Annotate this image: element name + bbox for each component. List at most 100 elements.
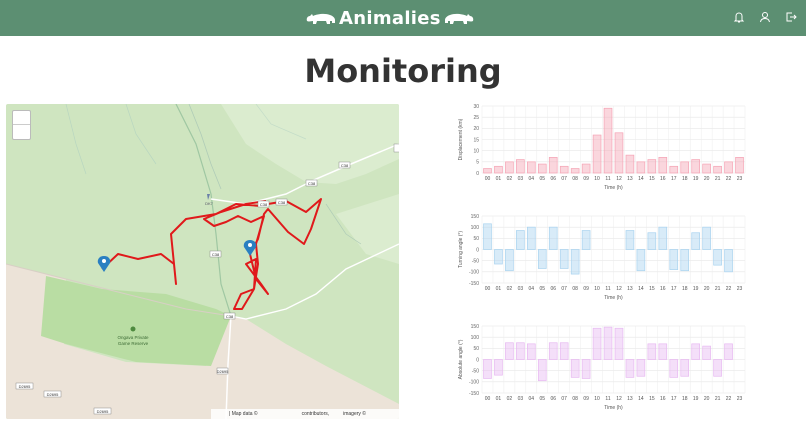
x-tick-label: 22 [726, 286, 732, 292]
x-tick-label: 14 [638, 176, 644, 182]
x-tick-label: 16 [660, 286, 666, 292]
y-tick-label: 0 [476, 171, 479, 177]
logout-icon[interactable] [784, 10, 798, 24]
x-tick-label: 04 [529, 176, 535, 182]
bar [548, 342, 558, 360]
zoom-control [12, 110, 31, 140]
tracking-map[interactable]: C38 C38 C38 C38 C38 C38 D2695 D2695 D269… [6, 104, 399, 419]
x-tick-label: 16 [660, 176, 666, 182]
road-label: D2695 [47, 392, 60, 397]
bar [735, 157, 744, 174]
x-tick-label: 21 [715, 396, 721, 402]
bar [505, 342, 514, 360]
x-tick-label: 12 [616, 396, 622, 402]
bar [713, 359, 722, 377]
rhino-right-icon [444, 13, 474, 24]
bar [625, 230, 635, 250]
end-marker-icon[interactable] [243, 240, 257, 256]
bar [592, 327, 602, 360]
bar [494, 165, 503, 174]
x-tick-label: 03 [518, 396, 524, 402]
road-label: D2695 [19, 384, 32, 389]
bar [570, 249, 580, 275]
bar [527, 161, 536, 174]
bar [680, 249, 690, 272]
x-tick-label: 20 [704, 286, 710, 292]
x-tick-label: 21 [715, 176, 721, 182]
x-tick-label: 20 [704, 176, 710, 182]
x-tick-label: 19 [693, 396, 699, 402]
bar [680, 359, 690, 377]
bar [691, 343, 700, 360]
x-axis-label: Time (h) [604, 185, 623, 191]
brand-logo[interactable]: Animalies [305, 4, 475, 32]
x-tick-label: 12 [616, 176, 622, 182]
bar [516, 342, 525, 360]
x-tick-label: 13 [627, 396, 633, 402]
x-tick-label: 18 [682, 396, 688, 402]
dk-label: DK7 [205, 201, 214, 206]
x-tick-label: 15 [649, 396, 655, 402]
x-tick-label: 05 [539, 396, 545, 402]
x-tick-label: 17 [671, 176, 677, 182]
bar [669, 359, 679, 378]
x-tick-label: 00 [485, 176, 491, 182]
y-tick-label: 30 [473, 104, 479, 110]
bar [592, 134, 602, 174]
y-tick-label: 5 [476, 160, 479, 166]
x-tick-label: 00 [485, 396, 491, 402]
y-tick-label: 100 [471, 225, 480, 231]
bar [647, 159, 657, 174]
bar [559, 249, 569, 269]
y-tick-label: 0 [476, 357, 479, 363]
road-label: C38 [260, 202, 268, 207]
y-tick-label: 0 [476, 247, 479, 253]
x-tick-label: 17 [671, 286, 677, 292]
bar [559, 342, 569, 360]
x-tick-label: 23 [737, 286, 743, 292]
x-tick-label: 15 [649, 176, 655, 182]
x-tick-label: 08 [572, 176, 578, 182]
map-attribution: | Map data © contributors, imagery © [211, 409, 399, 419]
bar [647, 343, 657, 360]
x-tick-label: 12 [616, 286, 622, 292]
x-tick-label: 07 [561, 286, 567, 292]
bar [570, 168, 580, 174]
road-label: D2695 [97, 409, 110, 414]
bar [581, 163, 591, 174]
bar [537, 359, 547, 382]
x-tick-label: 01 [496, 286, 502, 292]
bar [516, 159, 525, 174]
bar [691, 159, 700, 174]
x-tick-label: 19 [693, 176, 699, 182]
start-marker-icon[interactable] [97, 256, 111, 272]
map-tiles: C38 C38 C38 C38 C38 C38 D2695 D2695 D269… [6, 104, 399, 419]
attribution-link[interactable]: contributors, [301, 411, 330, 417]
x-axis-label: Time (h) [604, 405, 623, 411]
brand-name: Animalies [339, 7, 441, 29]
y-tick-label: -50 [472, 258, 479, 264]
x-tick-label: 20 [704, 396, 710, 402]
zoom-in-button[interactable] [13, 111, 30, 125]
y-tick-label: -100 [469, 270, 479, 276]
x-tick-label: 07 [561, 176, 567, 182]
user-icon[interactable] [758, 10, 772, 24]
x-tick-label: 06 [550, 396, 556, 402]
x-tick-label: 15 [649, 286, 655, 292]
bar [713, 249, 722, 266]
x-tick-label: 03 [518, 176, 524, 182]
bar [494, 249, 503, 265]
bar [636, 359, 646, 377]
bell-icon[interactable] [732, 10, 746, 24]
rhino-left-icon [306, 13, 335, 24]
x-tick-label: 10 [594, 396, 600, 402]
road-label: C38 [278, 200, 286, 205]
zoom-out-button[interactable] [13, 125, 30, 139]
x-tick-label: 19 [693, 286, 699, 292]
bar [702, 226, 711, 250]
y-axis-label: Absolute angle (°) [458, 339, 464, 379]
y-tick-label: -150 [469, 281, 479, 287]
y-tick-label: -150 [469, 391, 479, 397]
bar [483, 359, 492, 379]
y-tick-label: 25 [473, 115, 479, 121]
